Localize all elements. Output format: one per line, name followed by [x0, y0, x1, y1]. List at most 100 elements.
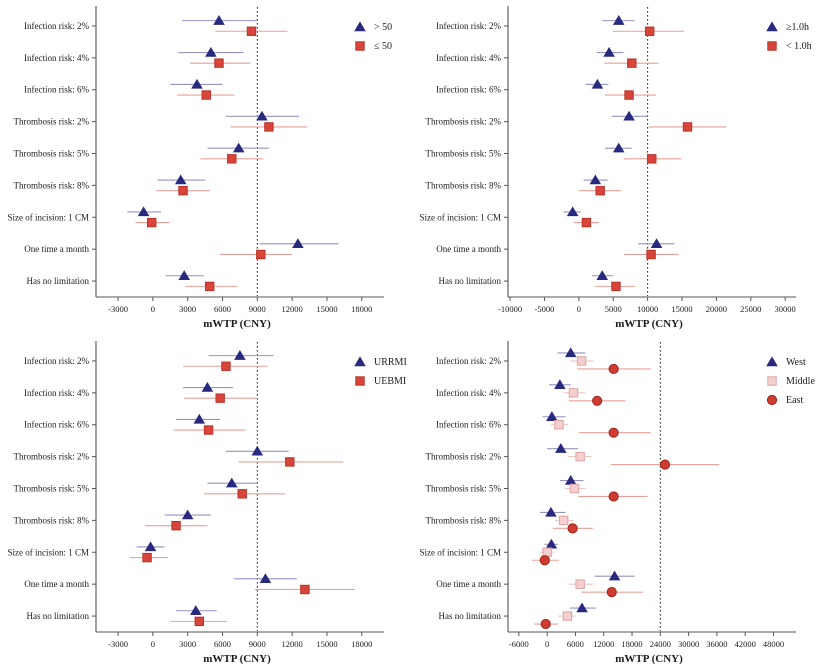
x-tick-label: 6000 [214, 304, 231, 314]
forest-plot-svg: -3000 0 3000 6000 9000 12000 15000 18000 mWTP (C… [8, 341, 407, 665]
square-marker-icon [300, 584, 310, 595]
x-tick-label: 36000 [706, 639, 727, 649]
x-tick-label: 18000 [351, 639, 372, 649]
square-marker-icon [575, 579, 585, 589]
category-label: Thrombosis risk: 5% [14, 149, 90, 159]
square-marker-icon [767, 376, 777, 386]
triangle-marker-icon [256, 110, 268, 121]
triangle-marker-icon [354, 21, 366, 32]
square-marker-icon [767, 41, 777, 51]
legend-label: West [786, 357, 806, 368]
x-tick-label: 42000 [735, 639, 756, 649]
triangle-marker-icon [589, 174, 602, 185]
x-tick-label: 12000 [593, 639, 614, 649]
x-tick-label: 15000 [316, 304, 337, 314]
category-label: Infection risk: 6% [24, 85, 89, 95]
x-axis-title: mWTP (CNY) [615, 318, 683, 330]
x-tick-label: 9000 [249, 304, 266, 314]
category-label: Thrombosis risk: 2% [14, 452, 90, 462]
category-label: Infection risk: 2% [436, 21, 501, 31]
category-label: Infection risk: 2% [24, 356, 89, 366]
square-marker-icon [201, 90, 211, 100]
square-marker-icon [237, 489, 247, 499]
x-tick-label: 0 [577, 304, 581, 314]
square-marker-icon [205, 281, 215, 292]
square-marker-icon [581, 217, 592, 228]
triangle-marker-icon [232, 142, 245, 153]
category-label: Infection risk: 4% [24, 53, 89, 63]
square-marker-icon [595, 186, 605, 196]
legend-label: > 50 [374, 22, 392, 33]
x-tick-label: 6000 [567, 639, 584, 649]
triangle-marker-icon [564, 347, 577, 358]
square-marker-icon [194, 616, 204, 627]
square-marker-icon [647, 154, 657, 164]
category-label: Infection risk: 6% [24, 420, 89, 430]
category-label: One time a month [24, 244, 89, 254]
square-marker-icon [682, 122, 693, 132]
square-marker-icon [627, 58, 637, 68]
square-marker-icon [558, 515, 569, 526]
category-label: Infection risk: 4% [24, 388, 89, 398]
category-label: Infection risk: 2% [436, 356, 501, 366]
chart-travel-time: -10000 -5000 0 5000 10000 15000 20000 25000 3000… [412, 0, 825, 335]
category-label: One time a month [436, 244, 501, 254]
x-tick-label: 3000 [179, 639, 196, 649]
triangle-marker-icon [226, 477, 238, 488]
triangle-marker-icon [193, 413, 206, 424]
square-marker-icon [562, 611, 573, 621]
category-label: Infection risk: 6% [436, 420, 501, 430]
triangle-marker-icon [181, 509, 194, 520]
category-label: Size of incision: 1 CM [8, 547, 90, 557]
square-marker-icon [246, 26, 257, 36]
x-tick-label: 10000 [637, 304, 658, 314]
x-tick-label: -3000 [108, 304, 128, 314]
chart-age-group: -3000 0 3000 6000 9000 12000 15000 18000 mWTP (C… [0, 0, 412, 335]
square-marker-icon [264, 122, 274, 132]
triangle-marker-icon [566, 206, 579, 217]
forest-plot-svg: -6000 0 6000 12000 18000 24000 30000 36000 42000… [420, 341, 815, 665]
triangle-marker-icon [650, 238, 663, 249]
triangle-marker-icon [596, 270, 609, 280]
chart-region: -6000 0 6000 12000 18000 24000 30000 36000 42000… [412, 335, 825, 671]
category-label: Thrombosis risk: 8% [14, 515, 90, 525]
square-marker-icon [147, 217, 157, 228]
legend-label: UEBMI [374, 376, 406, 387]
triangle-marker-icon [205, 46, 217, 57]
x-tick-label: 15000 [671, 304, 692, 314]
category-label: One time a month [24, 579, 89, 589]
circle-marker-icon [766, 394, 778, 406]
x-tick-label: 9000 [249, 639, 266, 649]
legend: URRMI UEBMI [354, 356, 407, 387]
triangle-marker-icon [608, 570, 621, 581]
category-label: Thrombosis risk: 5% [426, 484, 502, 494]
x-tick-label: 24000 [650, 639, 671, 649]
square-marker-icon [214, 58, 224, 68]
triangle-marker-icon [178, 270, 190, 280]
x-tick-label: 30000 [678, 639, 699, 649]
legend-label: Middle [786, 376, 815, 387]
category-label: Size of incision: 1 CM [8, 212, 90, 222]
x-tick-label: 20000 [706, 304, 727, 314]
category-label: Infection risk: 2% [24, 21, 89, 31]
circle-marker-icon [606, 587, 617, 598]
x-tick-label: 15000 [316, 639, 337, 649]
category-label: Size of incision: 1 CM [420, 547, 502, 557]
category-label: Infection risk: 4% [436, 53, 501, 63]
category-label: Size of incision: 1 CM [420, 212, 502, 222]
x-tick-label: 6000 [214, 639, 231, 649]
x-tick-label: 3000 [179, 304, 196, 314]
circle-marker-icon [608, 363, 619, 375]
x-tick-label: 18000 [351, 304, 372, 314]
triangle-marker-icon [623, 110, 635, 121]
legend-label: East [786, 395, 803, 406]
triangle-marker-icon [259, 573, 272, 584]
triangle-marker-icon [591, 78, 604, 89]
circle-marker-icon [659, 459, 671, 470]
category-label: Thrombosis risk: 8% [426, 180, 502, 190]
forest-plot-svg: -10000 -5000 0 5000 10000 15000 20000 25000 3000… [420, 6, 812, 330]
square-marker-icon [142, 552, 152, 563]
category-label: Has no limitation [439, 611, 502, 621]
circle-marker-icon [592, 395, 603, 406]
x-tick-label: 0 [151, 304, 155, 314]
